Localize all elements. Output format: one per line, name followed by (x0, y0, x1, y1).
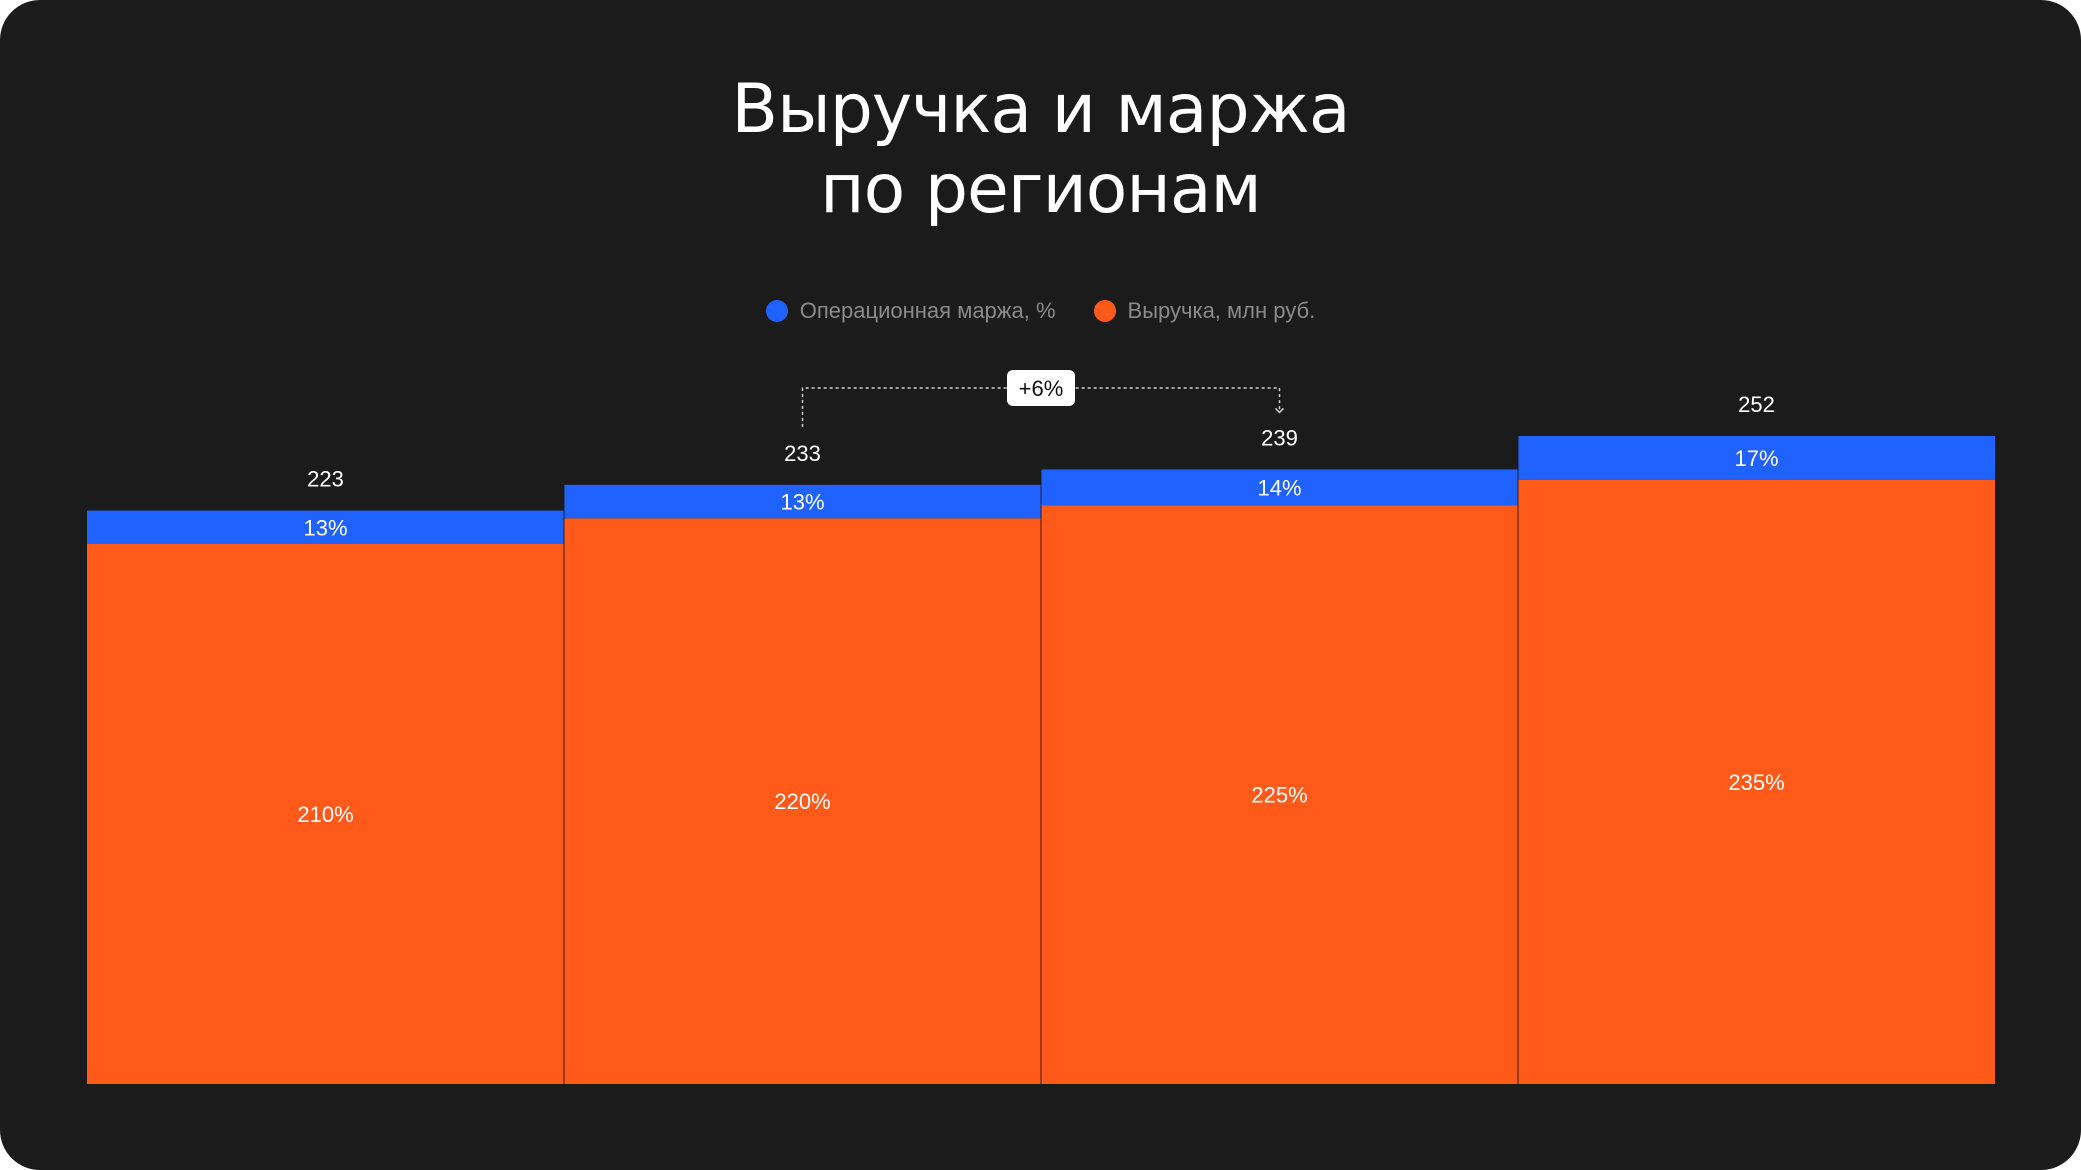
label-total-1: 223 (307, 467, 344, 492)
bar-margin-3 (1041, 469, 1518, 506)
bar-margin-4 (1518, 436, 1995, 480)
blue-dot-icon (765, 300, 788, 322)
bar-margin-2 (564, 484, 1041, 519)
chart-legend: Операционная маржа, % Выручка, млн руб. (0, 298, 2081, 324)
legend-label-margin: Операционная маржа, % (799, 298, 1056, 323)
legend-item-margin: Операционная маржа, % (765, 298, 1056, 324)
chart-title-line-1: Выручка и маржа (731, 70, 1350, 149)
chart-title-line-2: по регионам (820, 150, 1262, 229)
label-margin-4: 17% (1734, 446, 1778, 471)
bar-revenue-2 (564, 518, 1041, 1084)
label-margin-3: 14% (1257, 475, 1301, 500)
label-revenue-4: 235% (1728, 770, 1784, 795)
label-total-2: 233 (784, 441, 821, 466)
legend-label-revenue: Выручка, млн руб. (1127, 298, 1316, 323)
label-revenue-2: 220% (774, 789, 830, 814)
chart-title: Выручка и маржа по регионам (0, 70, 2081, 230)
annotation-badge (1007, 370, 1075, 406)
orange-dot-icon (1093, 300, 1116, 322)
label-revenue-1: 210% (297, 802, 353, 827)
annotation-arrow-icon (1274, 407, 1285, 414)
label-margin-1: 13% (303, 515, 347, 540)
legend-item-revenue: Выручка, млн руб. (1093, 298, 1316, 324)
bar-revenue-3 (1041, 505, 1518, 1084)
bar-revenue-4 (1518, 479, 1995, 1084)
bar-margin-1 (87, 510, 564, 544)
bar-revenue-1 (87, 544, 564, 1084)
label-total-4: 252 (1738, 392, 1775, 417)
label-margin-2: 13% (780, 490, 824, 515)
label-revenue-3: 225% (1251, 783, 1307, 808)
label-total-3: 239 (1261, 425, 1298, 450)
annotation-badge-label: +6% (1019, 376, 1064, 401)
